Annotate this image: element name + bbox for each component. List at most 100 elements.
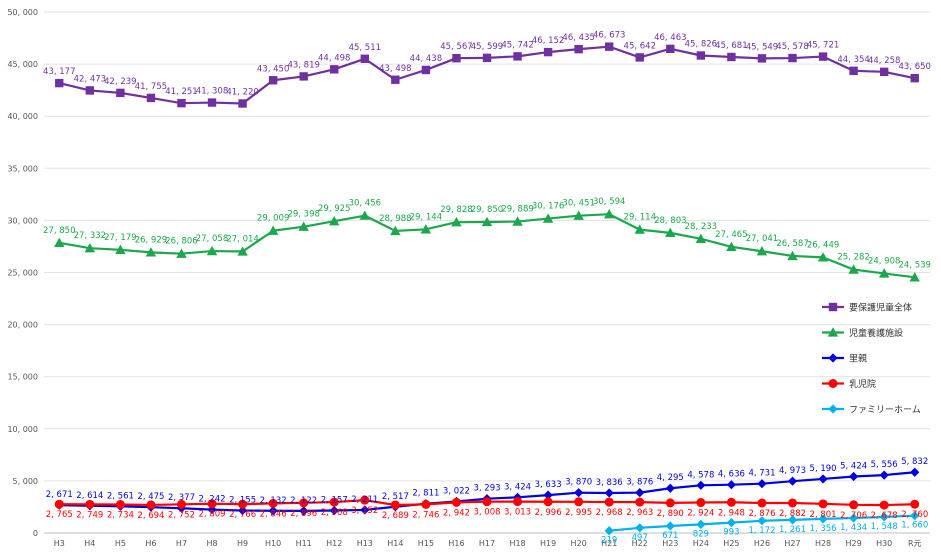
data-label: 2, 890 xyxy=(657,509,684,519)
data-label: 29, 828 xyxy=(440,205,472,215)
data-label: 29, 889 xyxy=(501,205,533,215)
point-marker xyxy=(542,213,554,223)
x-tick-label: H28 xyxy=(815,539,831,548)
x-tick-label: H26 xyxy=(754,539,770,548)
point-marker xyxy=(574,497,584,507)
data-label: 29, 009 xyxy=(257,214,289,224)
x-tick-label: H6 xyxy=(145,539,156,548)
data-label: 2, 809 xyxy=(199,510,226,520)
legend-entry-label: ファミリーホーム xyxy=(849,405,921,416)
point-marker xyxy=(482,497,492,507)
x-tick-label: H5 xyxy=(115,539,126,548)
point-marker xyxy=(207,505,217,515)
point-marker xyxy=(910,467,920,477)
data-label: 2, 766 xyxy=(229,510,256,520)
data-label: 1, 172 xyxy=(748,526,775,536)
legend-entry-label: 里親 xyxy=(849,353,867,365)
point-marker xyxy=(787,476,798,486)
data-label: 27, 041 xyxy=(746,234,778,244)
point-marker xyxy=(391,75,400,84)
point-marker xyxy=(145,247,157,257)
y-tick-label: 0 xyxy=(33,529,38,538)
point-marker xyxy=(482,53,492,63)
point-marker xyxy=(420,224,432,234)
data-label: 2, 678 xyxy=(871,511,898,521)
y-tick-label: 40, 000 xyxy=(7,112,38,121)
data-label: 45, 642 xyxy=(624,41,656,51)
point-marker xyxy=(298,221,309,231)
point-marker xyxy=(757,516,767,526)
point-marker xyxy=(665,227,676,238)
point-marker xyxy=(451,497,461,507)
point-marker xyxy=(604,488,614,498)
point-marker xyxy=(604,526,614,536)
point-marker xyxy=(879,500,889,510)
point-marker xyxy=(726,480,737,490)
x-tick-label: H22 xyxy=(632,539,648,548)
x-tick-label: H17 xyxy=(479,539,495,548)
point-marker xyxy=(828,379,838,388)
x-tick-label: H16 xyxy=(448,539,464,548)
point-marker xyxy=(756,246,768,256)
point-marker xyxy=(513,497,523,507)
data-label: 2, 706 xyxy=(840,511,867,521)
data-label: 27, 465 xyxy=(715,230,747,240)
data-label: 29, 398 xyxy=(287,210,319,220)
point-marker xyxy=(818,514,828,524)
point-marker xyxy=(635,497,645,507)
point-marker xyxy=(696,480,706,490)
x-tick-label: H27 xyxy=(784,539,800,548)
point-marker xyxy=(848,264,859,274)
data-label: 25, 282 xyxy=(837,253,869,263)
data-label: 45, 549 xyxy=(746,42,778,52)
point-marker xyxy=(574,488,584,498)
point-marker xyxy=(85,86,95,95)
point-marker xyxy=(573,210,584,220)
data-label: 26, 587 xyxy=(776,239,808,249)
data-label: 2, 561 xyxy=(107,491,134,501)
data-label: 46, 673 xyxy=(593,31,625,41)
point-marker xyxy=(481,216,493,227)
data-label: 46, 463 xyxy=(654,33,686,43)
point-marker xyxy=(237,246,248,256)
point-marker xyxy=(910,73,919,83)
point-marker xyxy=(818,474,828,484)
data-label: 43, 177 xyxy=(43,67,75,77)
y-tick-label: 5, 000 xyxy=(13,477,38,486)
point-marker xyxy=(206,245,218,256)
data-label: 41, 220 xyxy=(226,87,258,97)
data-label: 2, 968 xyxy=(596,508,623,518)
data-label: 2, 996 xyxy=(535,508,562,518)
data-label: 5, 832 xyxy=(901,457,928,467)
point-marker xyxy=(299,506,309,516)
point-marker xyxy=(665,498,675,508)
data-label: 44, 354 xyxy=(837,55,869,65)
x-tick-label: H29 xyxy=(846,539,862,548)
data-label: 30, 451 xyxy=(562,199,594,209)
point-marker xyxy=(84,243,96,253)
x-tick-label: H25 xyxy=(723,539,739,548)
point-marker xyxy=(817,252,829,262)
data-label: 29, 925 xyxy=(318,204,350,214)
x-tick-label: H23 xyxy=(662,539,678,548)
point-marker xyxy=(849,513,859,523)
point-marker xyxy=(176,499,186,509)
data-label: 3, 424 xyxy=(504,482,531,492)
point-marker xyxy=(879,470,889,480)
legend-entry-label: 要保護児童全体 xyxy=(849,302,912,314)
data-label: 3, 022 xyxy=(443,487,470,497)
point-marker xyxy=(238,99,247,108)
data-label: 2, 995 xyxy=(565,508,592,518)
data-label: 2, 377 xyxy=(168,493,195,503)
point-marker xyxy=(604,209,615,219)
point-marker xyxy=(828,302,838,312)
point-marker xyxy=(605,42,614,51)
data-label: 2, 614 xyxy=(76,491,103,501)
point-marker xyxy=(115,500,125,510)
y-tick-label: 25, 000 xyxy=(7,269,38,278)
data-label: 42, 473 xyxy=(74,74,106,84)
point-marker xyxy=(513,52,522,61)
data-label: 43, 450 xyxy=(257,64,289,74)
